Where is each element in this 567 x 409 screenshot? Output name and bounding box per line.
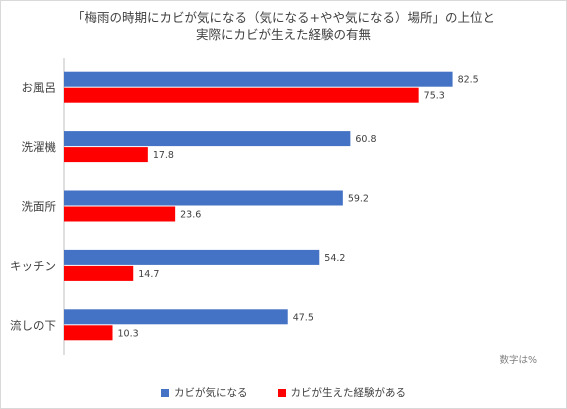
legend-label-series-1: カビが気になる	[174, 387, 248, 399]
data-label: 82.5	[458, 75, 479, 86]
data-label: 54.2	[324, 253, 345, 264]
category-label: 洗濯機	[22, 140, 57, 154]
legend-swatch-series-2	[277, 388, 286, 397]
category-label: キッチン	[10, 259, 56, 273]
data-label: 47.5	[293, 312, 314, 323]
category-label: お風呂	[22, 81, 57, 95]
data-label: 10.3	[118, 328, 139, 339]
bar-series-2	[64, 147, 148, 163]
category-label: 流しの下	[10, 318, 56, 332]
data-label: 60.8	[355, 134, 376, 145]
data-label: 17.8	[153, 150, 174, 161]
legend-label-series-2: カビが生えた経験がある	[290, 387, 407, 399]
data-label: 23.6	[180, 210, 201, 221]
bar-series-1	[64, 249, 320, 265]
data-label: 59.2	[348, 194, 369, 205]
chart-title-line-2: 実際にカビが生えた経験の有無	[195, 27, 371, 42]
bar-series-1	[64, 71, 453, 87]
bar-series-1	[64, 131, 351, 147]
chart-title-line-1: 「梅雨の時期にカビが気になる（気になる+やや気になる）場所」の上位と	[72, 10, 495, 25]
bar-series-1	[64, 190, 343, 206]
legend: カビが気になる カビが生えた経験がある	[0, 385, 567, 400]
category-label: 洗面所	[22, 200, 57, 214]
bar-series-2	[64, 206, 176, 222]
bar-series-1	[64, 309, 288, 325]
legend-swatch-series-1	[161, 388, 169, 397]
unit-note: 数字は%	[499, 355, 537, 366]
legend-item-series-2: カビが生えた経験がある	[277, 385, 407, 400]
bar-series-2	[64, 265, 134, 281]
data-label: 75.3	[424, 91, 445, 102]
legend-item-series-1: カビが気になる	[161, 385, 248, 400]
bar-series-2	[64, 87, 419, 103]
bar-series-2	[64, 325, 113, 341]
data-label: 14.7	[138, 269, 159, 280]
